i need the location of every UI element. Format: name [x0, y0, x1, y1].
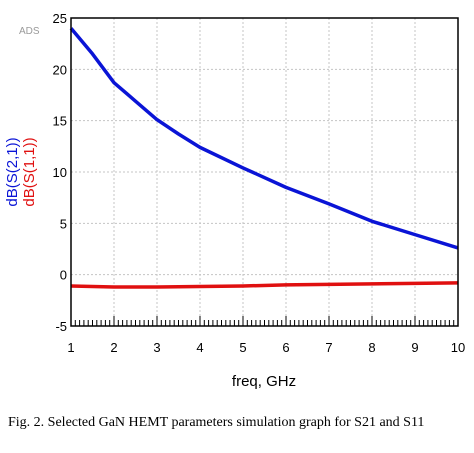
grid	[70, 17, 459, 327]
y-tick-labels: -5 0 5 10 15 20 25	[53, 11, 67, 334]
y-tick-label: 10	[53, 165, 67, 180]
series-line-s21	[69, 27, 459, 250]
x-tick-label: 10	[451, 340, 465, 355]
y-tick-label: 20	[53, 62, 67, 77]
x-tick-label: 3	[153, 340, 160, 355]
x-tick-label: 4	[196, 340, 203, 355]
x-tick-label: 7	[325, 340, 332, 355]
series-lines	[69, 27, 459, 289]
x-tick-label: 8	[368, 340, 375, 355]
y-tick-label: 5	[60, 216, 67, 231]
x-tick-label: 2	[110, 340, 117, 355]
plot-frame	[70, 17, 459, 327]
x-tick-labels: 1 2 3 4 5 6 7 8 9 10	[67, 340, 465, 355]
y-tick-label: 15	[53, 114, 67, 129]
y-axis-label-s21: dB(S(2,1))	[4, 137, 21, 206]
series-line-s11	[70, 281, 459, 289]
x-tick-label: 9	[411, 340, 418, 355]
ads-watermark: ADS	[19, 26, 40, 37]
x-tick-label: 5	[239, 340, 246, 355]
y-axis-label-s11: dB(S(1,1))	[21, 137, 38, 206]
x-tick-label: 1	[67, 340, 74, 355]
x-tick-label: 6	[282, 340, 289, 355]
y-tick-label: -5	[55, 319, 67, 334]
s-parameter-chart: ADS -5 0 5 10 15 20 25 1 2 3 4 5 6 7 8 9 10 freq, GHz d…	[4, 11, 465, 390]
y-tick-label: 25	[53, 11, 67, 26]
y-tick-label: 0	[60, 268, 67, 283]
x-axis-label: freq, GHz	[232, 373, 296, 390]
figure-caption: Fig. 2. Selected GaN HEMT parameters sim…	[8, 415, 425, 430]
minor-ticks	[70, 316, 459, 326]
